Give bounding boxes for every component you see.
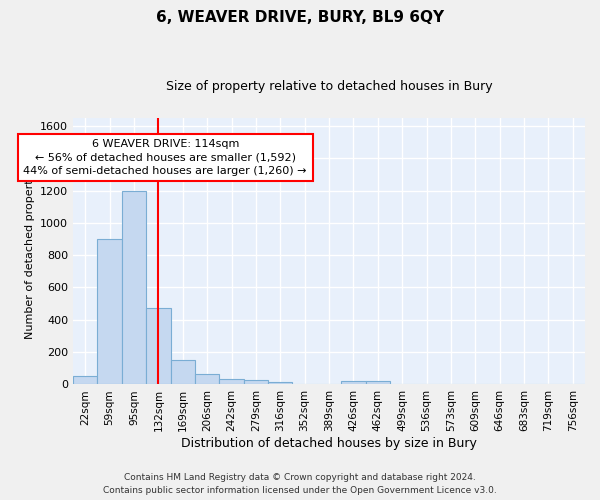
Y-axis label: Number of detached properties: Number of detached properties: [25, 164, 35, 339]
Bar: [146, 308, 170, 384]
Bar: [244, 380, 268, 384]
Text: 6 WEAVER DRIVE: 114sqm
← 56% of detached houses are smaller (1,592)
44% of semi-: 6 WEAVER DRIVE: 114sqm ← 56% of detached…: [23, 139, 307, 175]
Bar: [73, 376, 97, 384]
Bar: [122, 192, 146, 384]
Bar: [220, 380, 244, 384]
Bar: [268, 382, 292, 384]
Bar: [365, 381, 390, 384]
Bar: [195, 374, 220, 384]
Bar: [97, 239, 122, 384]
Text: Contains HM Land Registry data © Crown copyright and database right 2024.
Contai: Contains HM Land Registry data © Crown c…: [103, 474, 497, 495]
Title: Size of property relative to detached houses in Bury: Size of property relative to detached ho…: [166, 80, 493, 93]
X-axis label: Distribution of detached houses by size in Bury: Distribution of detached houses by size …: [181, 437, 477, 450]
Text: 6, WEAVER DRIVE, BURY, BL9 6QY: 6, WEAVER DRIVE, BURY, BL9 6QY: [156, 10, 444, 25]
Bar: [170, 360, 195, 384]
Bar: [341, 381, 365, 384]
